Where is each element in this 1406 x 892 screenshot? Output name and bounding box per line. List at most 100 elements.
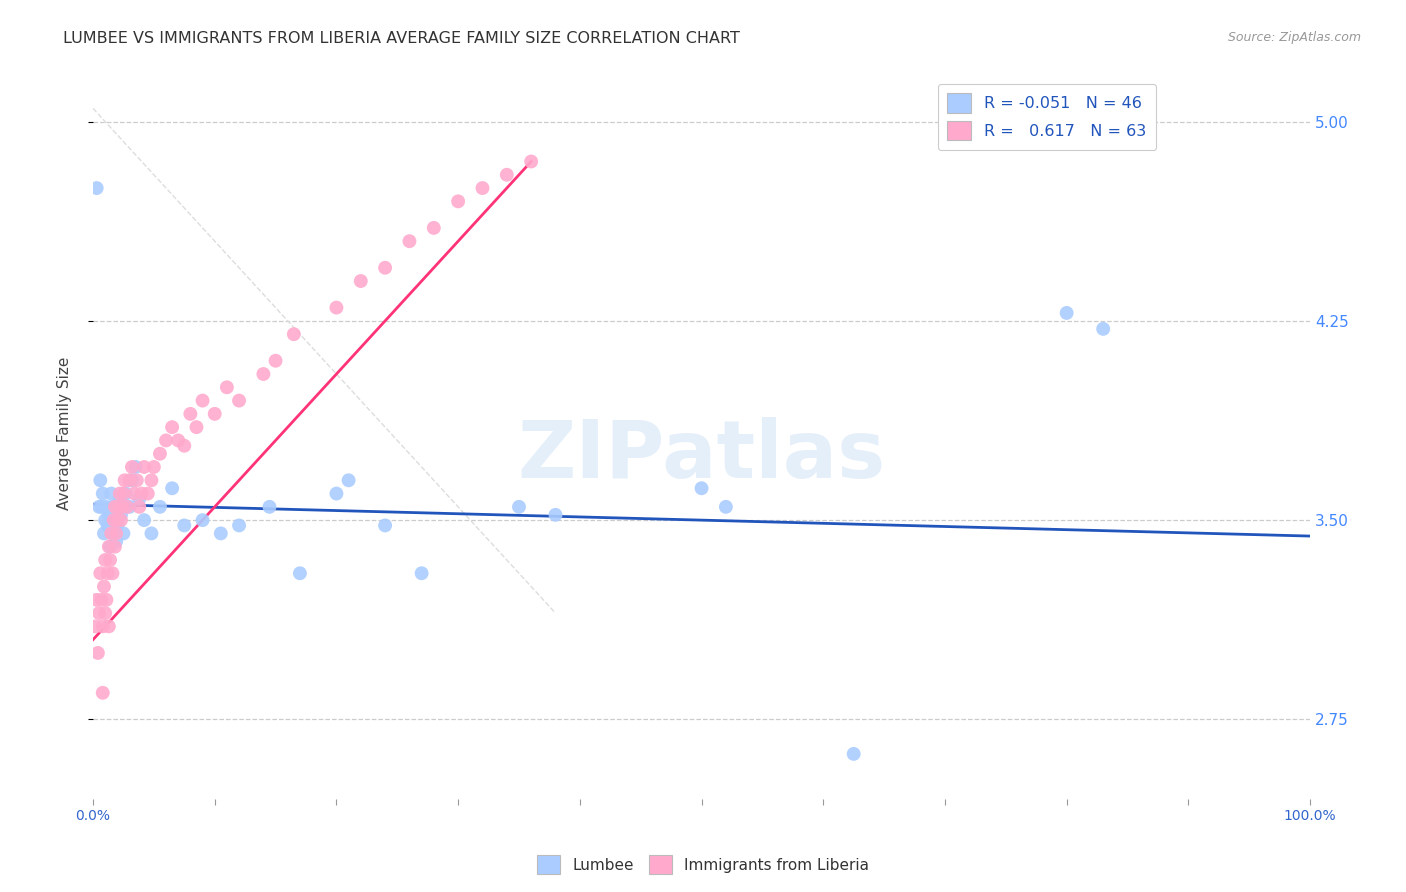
- Point: [94, 553, 117, 567]
- Point: [101, 500, 124, 514]
- Point: [714, 500, 737, 514]
- Point: [97, 566, 120, 581]
- Point: [842, 747, 865, 761]
- Point: [87, 500, 110, 514]
- Point: [155, 434, 177, 448]
- Point: [128, 491, 150, 506]
- Point: [204, 407, 226, 421]
- Point: [87, 646, 110, 660]
- Point: [89, 566, 111, 581]
- Point: [141, 526, 163, 541]
- Point: [108, 491, 131, 506]
- Point: [215, 380, 238, 394]
- Point: [264, 353, 287, 368]
- Point: [118, 500, 141, 514]
- Point: [121, 460, 143, 475]
- Point: [90, 592, 112, 607]
- Point: [101, 566, 124, 581]
- Point: [228, 393, 250, 408]
- Point: [520, 154, 543, 169]
- Point: [134, 460, 156, 475]
- Text: LUMBEE VS IMMIGRANTS FROM LIBERIA AVERAGE FAMILY SIZE CORRELATION CHART: LUMBEE VS IMMIGRANTS FROM LIBERIA AVERAG…: [63, 31, 740, 46]
- Point: [259, 500, 281, 514]
- Point: [86, 592, 108, 607]
- Point: [350, 274, 373, 288]
- Point: [89, 473, 111, 487]
- Point: [228, 518, 250, 533]
- Legend: R = -0.051   N = 46, R =   0.617   N = 63: R = -0.051 N = 46, R = 0.617 N = 63: [938, 84, 1156, 150]
- Point: [325, 301, 347, 315]
- Point: [96, 592, 118, 607]
- Point: [149, 447, 172, 461]
- Point: [93, 580, 115, 594]
- Point: [105, 534, 128, 549]
- Point: [544, 508, 567, 522]
- Point: [690, 481, 713, 495]
- Point: [124, 460, 146, 475]
- Point: [121, 473, 143, 487]
- Point: [104, 513, 127, 527]
- Point: [98, 540, 121, 554]
- Point: [1092, 322, 1115, 336]
- Point: [283, 327, 305, 342]
- Point: [91, 619, 114, 633]
- Point: [423, 221, 446, 235]
- Point: [94, 513, 117, 527]
- Point: [86, 181, 108, 195]
- Point: [110, 513, 132, 527]
- Point: [107, 500, 129, 514]
- Point: [84, 619, 107, 633]
- Point: [100, 526, 122, 541]
- Point: [115, 500, 138, 514]
- Point: [114, 473, 136, 487]
- Point: [186, 420, 208, 434]
- Point: [105, 526, 128, 541]
- Point: [105, 513, 128, 527]
- Point: [100, 486, 122, 500]
- Point: [103, 526, 125, 541]
- Point: [374, 518, 396, 533]
- Point: [411, 566, 433, 581]
- Point: [105, 518, 128, 533]
- Point: [94, 606, 117, 620]
- Point: [131, 486, 153, 500]
- Point: [104, 500, 127, 514]
- Point: [288, 566, 311, 581]
- Point: [93, 526, 115, 541]
- Point: [103, 513, 125, 527]
- Point: [90, 500, 112, 514]
- Point: [191, 513, 214, 527]
- Point: [149, 500, 172, 514]
- Point: [108, 486, 131, 500]
- Point: [142, 460, 165, 475]
- Point: [91, 686, 114, 700]
- Point: [97, 518, 120, 533]
- Point: [173, 518, 195, 533]
- Point: [110, 508, 132, 522]
- Text: ZIPatlas: ZIPatlas: [517, 417, 886, 495]
- Point: [118, 473, 141, 487]
- Point: [1056, 306, 1078, 320]
- Point: [209, 526, 232, 541]
- Point: [112, 486, 135, 500]
- Point: [87, 606, 110, 620]
- Point: [508, 500, 530, 514]
- Point: [252, 367, 274, 381]
- Point: [97, 619, 120, 633]
- Point: [141, 473, 163, 487]
- Point: [173, 439, 195, 453]
- Point: [124, 486, 146, 500]
- Point: [125, 473, 148, 487]
- Point: [179, 407, 201, 421]
- Point: [191, 393, 214, 408]
- Point: [160, 420, 183, 434]
- Point: [91, 486, 114, 500]
- Point: [96, 500, 118, 514]
- Point: [97, 540, 120, 554]
- Point: [134, 513, 156, 527]
- Point: [325, 486, 347, 500]
- Point: [98, 553, 121, 567]
- Point: [128, 500, 150, 514]
- Point: [97, 508, 120, 522]
- Point: [136, 486, 159, 500]
